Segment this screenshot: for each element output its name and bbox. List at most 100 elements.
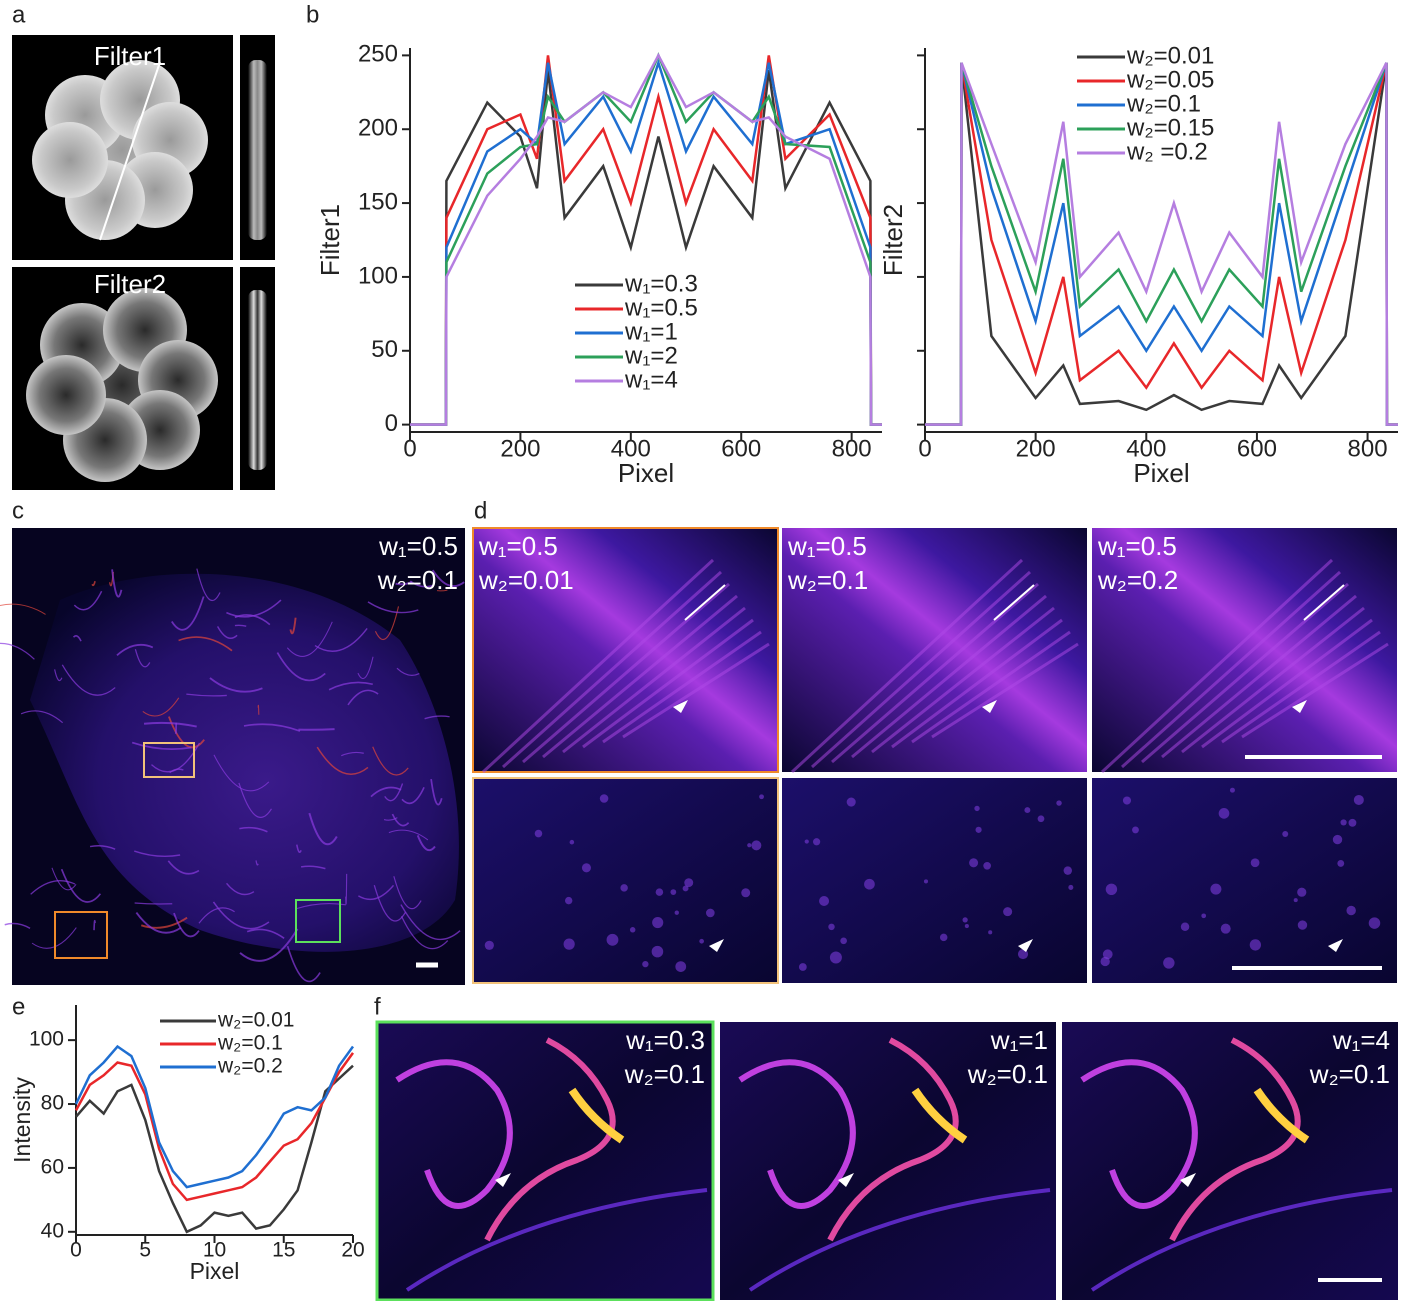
fiber	[151, 742, 201, 773]
panel-letter: b	[306, 1, 319, 28]
speckle	[674, 910, 679, 915]
fiber	[255, 860, 259, 866]
fiber	[308, 812, 338, 846]
fiber	[374, 606, 400, 640]
speckle	[1249, 939, 1262, 951]
speckle	[751, 840, 762, 851]
speckle	[620, 884, 628, 892]
roi-box	[295, 899, 341, 943]
arrowhead	[838, 1173, 854, 1187]
zoom-image	[472, 777, 779, 984]
speckle	[1024, 807, 1031, 814]
fiber	[142, 697, 180, 717]
filter-strip	[248, 60, 267, 240]
fiber	[430, 779, 443, 806]
fiber	[1161, 594, 1357, 759]
y-tick-label: 150	[358, 188, 398, 215]
fiber	[134, 850, 181, 857]
fiber	[790, 558, 1024, 774]
speckle	[563, 938, 575, 950]
fiber	[61, 664, 116, 696]
legend-label: w₁=4	[624, 366, 678, 393]
fiber	[286, 945, 321, 983]
series-line	[410, 58, 882, 426]
fiber	[1100, 558, 1334, 774]
fiber	[238, 782, 272, 818]
image-label: w₂=0.2	[1097, 565, 1178, 595]
speckle	[819, 896, 830, 907]
fiber	[748, 1188, 1051, 1292]
speckle	[1180, 922, 1190, 932]
speckle	[1346, 905, 1356, 916]
speckle	[534, 829, 543, 838]
fiber	[289, 617, 297, 635]
x-tick-label: 20	[341, 1238, 364, 1261]
y-axis-title: Intensity	[9, 1077, 35, 1163]
series-line	[925, 62, 1398, 426]
fiber	[431, 569, 465, 588]
speckle	[1056, 800, 1062, 806]
series-line	[925, 62, 1398, 426]
y-tick-label: 100	[358, 262, 398, 289]
speckle	[565, 896, 573, 905]
fiber	[298, 728, 335, 731]
legend-label: w₁=0.5	[624, 294, 698, 321]
fiber	[168, 716, 205, 749]
x-tick-label: 200	[500, 435, 540, 462]
y-tick-label: 200	[358, 115, 398, 142]
legend-label: w₂=0.01	[1126, 42, 1214, 69]
fiber	[396, 667, 420, 676]
fiber	[72, 635, 82, 642]
image-label: w₁=0.5	[1097, 531, 1177, 561]
fiber	[328, 681, 373, 691]
flower	[26, 288, 218, 482]
bright-fiber	[911, 1087, 968, 1144]
y-tick-label: 50	[371, 336, 398, 363]
x-axis-title: Pixel	[190, 1258, 240, 1284]
zoom-image	[472, 527, 779, 773]
x-tick-label: 10	[203, 1238, 226, 1261]
fiber	[20, 710, 64, 724]
series-line	[410, 52, 882, 426]
fiber	[1201, 618, 1373, 749]
speckle	[682, 885, 689, 892]
filter-strip	[248, 290, 267, 470]
legend-label: w₂=0.15	[1126, 114, 1214, 141]
fiber	[246, 928, 285, 939]
fiber	[239, 928, 299, 962]
fiber	[300, 865, 326, 870]
speckle	[1132, 826, 1139, 834]
panel-letter: f	[374, 993, 381, 1020]
x-axis-title: Pixel	[1133, 458, 1189, 488]
speckle	[670, 889, 677, 895]
fiber	[134, 902, 173, 905]
zoom-image	[782, 778, 1087, 983]
speckle	[484, 940, 494, 950]
arrowhead	[1018, 939, 1033, 952]
speckle	[1122, 796, 1132, 805]
fiber	[400, 904, 461, 941]
fiber	[372, 746, 409, 776]
profile-line	[993, 584, 1035, 621]
fiber	[209, 677, 263, 693]
speckle	[599, 794, 609, 803]
arrowhead	[673, 700, 688, 713]
fiber	[1120, 570, 1342, 769]
speckle	[705, 908, 715, 918]
fiber	[239, 826, 268, 833]
fiber	[111, 569, 123, 598]
speckle	[962, 917, 968, 923]
speckle	[1282, 831, 1289, 837]
speckle	[652, 916, 664, 929]
series-line	[75, 1064, 354, 1234]
speckle	[1348, 818, 1357, 827]
fiber	[134, 649, 151, 668]
x-tick-label: 15	[272, 1238, 295, 1261]
bright-fiber	[1253, 1087, 1310, 1144]
fiber	[851, 594, 1047, 759]
speckle	[1332, 834, 1343, 845]
speckle	[581, 863, 591, 873]
zoom-image	[1092, 778, 1397, 983]
series-line	[410, 55, 882, 426]
